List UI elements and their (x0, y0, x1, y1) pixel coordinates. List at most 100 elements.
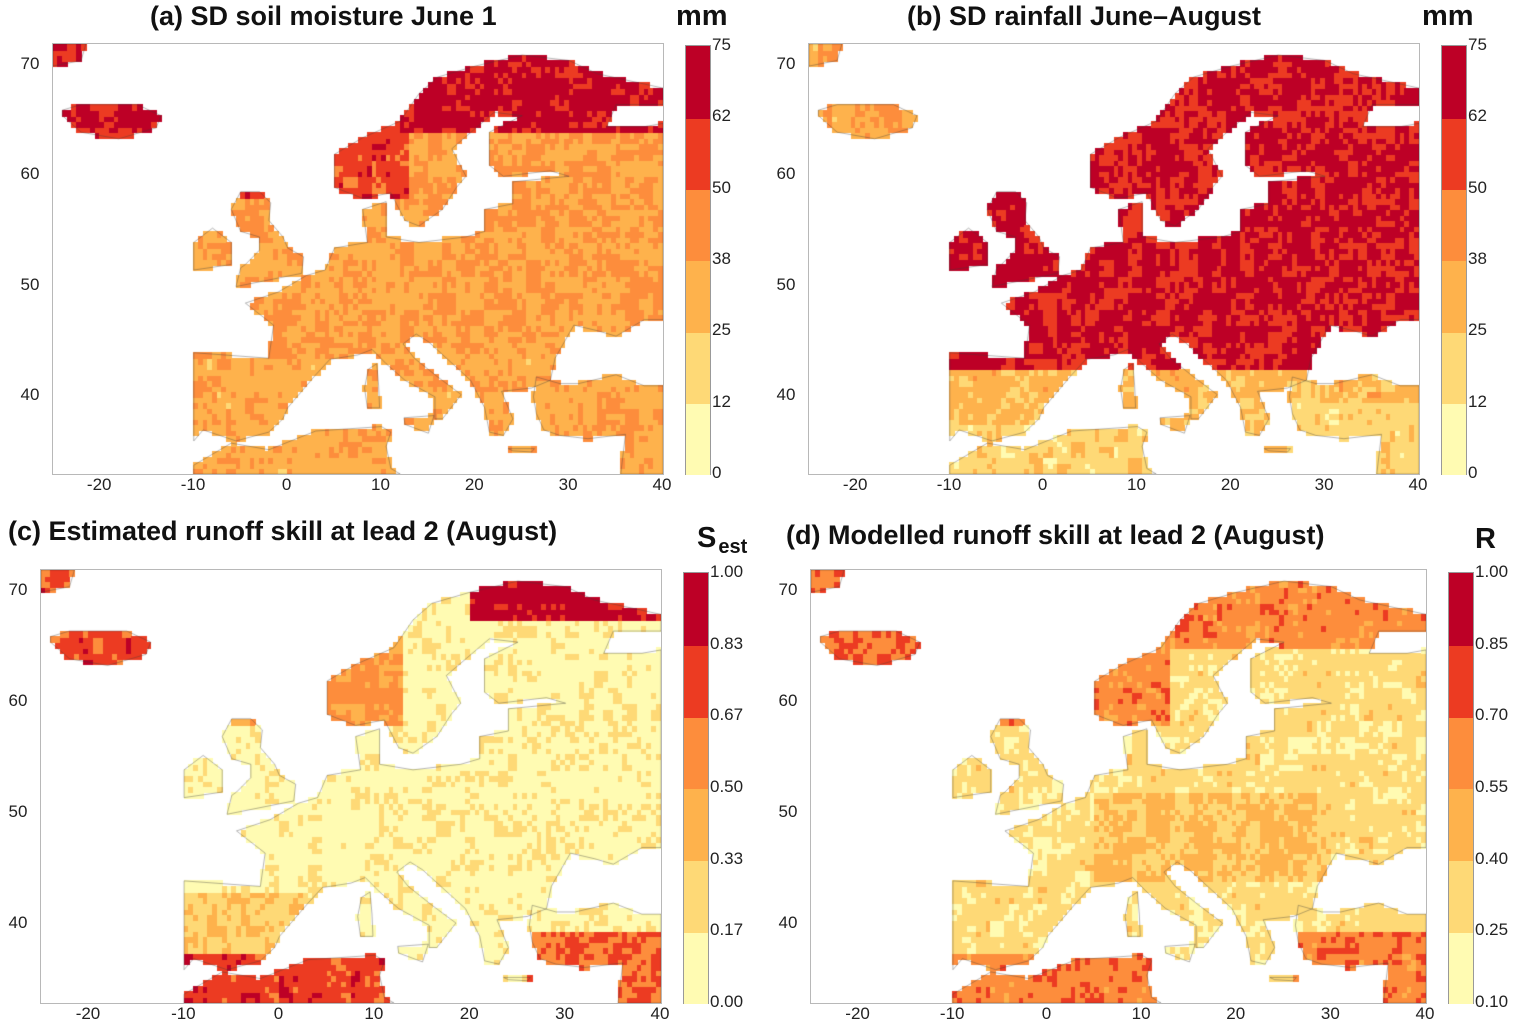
map-plot (808, 43, 1420, 475)
lon-tick-label: -10 (939, 1004, 965, 1023)
colorbar-segment (1449, 716, 1473, 790)
map-plot (810, 569, 1427, 1004)
lon-tick-label: -20 (75, 1004, 101, 1023)
colorbar-tick-label: 38 (1468, 249, 1487, 268)
lon-tick-label: 20 (459, 1004, 479, 1023)
map-plot (52, 43, 664, 475)
colorbar-tick-label: 50 (712, 177, 731, 197)
colorbar-tick-label: 0.83 (710, 633, 744, 653)
lon-tick-label: 20 (1226, 1004, 1246, 1023)
colorbar-tick-label: 1.00 (710, 562, 744, 581)
lon-tick-label: -10 (180, 475, 206, 494)
colorbar-tick-label: 0.85 (1475, 633, 1509, 653)
unit-symbol: R (1475, 523, 1496, 555)
lat-tick-label: 60 (778, 691, 798, 711)
colorbar (1448, 572, 1474, 1005)
lon-tick-label: 40 (652, 475, 672, 494)
colorbar-tick-label: 62 (1468, 106, 1487, 126)
lon-tick-label: -20 (845, 1004, 870, 1023)
colorbar-segment (1449, 573, 1473, 646)
colorbar-segment (1442, 402, 1466, 476)
lon-tick-label: 20 (1220, 475, 1240, 494)
colorbar-segment (1442, 260, 1466, 333)
colorbar-unit-label: mm (1422, 0, 1474, 33)
colorbar-tick-label: 0 (712, 463, 722, 482)
lon-tick-label: 0 (1037, 475, 1048, 494)
colorbar-segment (1442, 331, 1466, 404)
lat-tick-label: 40 (778, 913, 798, 933)
colorbar-segment (686, 46, 710, 119)
lon-tick-label: 10 (1131, 1004, 1151, 1023)
lon-tick-label: 10 (370, 475, 390, 494)
panel-title: (c) Estimated runoff skill at lead 2 (Au… (8, 516, 558, 546)
colorbar-tick-label: 0.00 (710, 992, 744, 1011)
colorbar-tick-label: 0.40 (1475, 848, 1509, 868)
lon-tick-label: 40 (1415, 1004, 1435, 1023)
colorbar-tick-label: 0.67 (710, 705, 744, 725)
colorbar-segment (1449, 859, 1473, 933)
colorbar-segment (686, 402, 710, 476)
colorbar (1441, 45, 1467, 476)
colorbar-segment (684, 859, 708, 933)
colorbar-tick-label: 25 (712, 320, 731, 340)
lat-tick-label: 50 (20, 274, 40, 294)
lon-tick-label: 10 (1126, 475, 1146, 494)
lat-tick-label: 40 (8, 913, 28, 933)
colorbar-tick-label: 0.33 (710, 848, 744, 868)
lon-tick-label: -10 (936, 475, 962, 494)
colorbar-tick-label: 75 (1468, 35, 1487, 54)
colorbar-tick-label: 38 (712, 249, 731, 268)
colorbar-tick-label: 0.10 (1475, 992, 1509, 1011)
colorbar-tick-label: 12 (712, 391, 731, 411)
colorbar-segment (684, 788, 708, 861)
colorbar-segment (686, 117, 710, 190)
colorbar-tick-label: 62 (712, 106, 731, 126)
heatmap-raster (41, 570, 661, 1003)
colorbar-tick-label: 0.17 (710, 920, 744, 940)
lon-tick-label: 0 (1041, 1004, 1052, 1023)
lon-tick-label: 30 (1314, 475, 1334, 494)
lat-tick-label: 40 (776, 384, 796, 404)
colorbar-unit-label: mm (676, 0, 728, 33)
lat-tick-label: 40 (20, 384, 40, 404)
colorbar-segment (1449, 788, 1473, 861)
lon-tick-label: 40 (650, 1004, 670, 1023)
lon-tick-label: 0 (281, 475, 292, 494)
heatmap-raster (809, 44, 1419, 474)
colorbar-tick-label: 75 (712, 35, 731, 54)
lat-tick-label: 70 (8, 580, 28, 600)
colorbar-tick-label: 0 (1468, 463, 1478, 482)
colorbar-segment (1442, 46, 1466, 119)
lon-tick-label: -20 (842, 475, 868, 494)
lon-tick-label: 20 (464, 475, 484, 494)
lon-tick-label: -20 (86, 475, 112, 494)
panel-title: (d) Modelled runoff skill at lead 2 (Aug… (786, 520, 1325, 550)
colorbar-tick-label: 0.50 (710, 777, 744, 796)
colorbar-tick-label: 0.55 (1475, 777, 1509, 796)
unit-symbol: S (697, 522, 717, 554)
lat-tick-label: 70 (778, 580, 798, 600)
unit-symbol: mm (1422, 0, 1474, 32)
colorbar-tick-label: 0.70 (1475, 705, 1509, 725)
colorbar-segment (1442, 117, 1466, 190)
heatmap-raster (53, 44, 663, 474)
lon-tick-label: 0 (273, 1004, 284, 1023)
panel-title: (a) SD soil moisture June 1 (150, 1, 497, 31)
colorbar-segment (1449, 931, 1473, 1005)
heatmap-raster (811, 570, 1426, 1003)
colorbar-segment (686, 331, 710, 404)
lon-tick-label: 30 (1320, 1004, 1340, 1023)
lat-tick-label: 70 (20, 54, 40, 74)
panel-title: (b) SD rainfall June–August (907, 1, 1262, 31)
lon-tick-label: -10 (171, 1004, 196, 1023)
colorbar (685, 45, 711, 476)
lat-tick-label: 50 (778, 802, 798, 822)
unit-subscript: est (718, 536, 748, 558)
colorbar-segment (1442, 188, 1466, 262)
colorbar-segment (1449, 644, 1473, 718)
colorbar (683, 572, 709, 1005)
lon-tick-label: 40 (1408, 475, 1428, 494)
colorbar-segment (684, 644, 708, 718)
lon-tick-label: 10 (364, 1004, 384, 1023)
